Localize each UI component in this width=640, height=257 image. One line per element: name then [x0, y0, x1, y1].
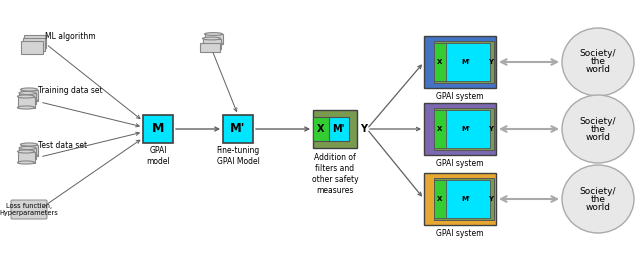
- Text: world: world: [586, 203, 611, 212]
- Ellipse shape: [20, 154, 38, 157]
- FancyBboxPatch shape: [143, 115, 173, 143]
- Text: X: X: [437, 126, 443, 132]
- Ellipse shape: [17, 106, 35, 109]
- Text: M: M: [152, 123, 164, 135]
- Text: the: the: [591, 195, 605, 204]
- Text: X: X: [437, 196, 443, 202]
- Text: world: world: [586, 133, 611, 142]
- Text: Y: Y: [488, 59, 493, 65]
- FancyBboxPatch shape: [434, 178, 494, 220]
- Bar: [19, 148, 36, 159]
- Ellipse shape: [562, 28, 634, 96]
- FancyBboxPatch shape: [11, 200, 47, 219]
- FancyBboxPatch shape: [313, 117, 329, 141]
- Ellipse shape: [202, 47, 221, 50]
- Text: M': M': [461, 196, 470, 202]
- Text: X: X: [317, 124, 324, 134]
- Text: Y: Y: [488, 196, 493, 202]
- Text: Y: Y: [360, 124, 367, 134]
- Text: M': M': [461, 126, 470, 132]
- FancyBboxPatch shape: [424, 103, 496, 155]
- Text: M': M': [332, 124, 344, 134]
- Ellipse shape: [19, 103, 36, 106]
- Ellipse shape: [562, 165, 634, 233]
- Ellipse shape: [20, 99, 38, 102]
- Text: GPAI system: GPAI system: [436, 229, 484, 238]
- FancyBboxPatch shape: [442, 180, 490, 218]
- Ellipse shape: [17, 161, 35, 164]
- FancyBboxPatch shape: [424, 36, 496, 88]
- Text: Y: Y: [488, 126, 493, 132]
- Text: GPAI system: GPAI system: [436, 92, 484, 101]
- FancyBboxPatch shape: [313, 110, 357, 148]
- Text: Hyperparameters: Hyperparameters: [0, 210, 58, 216]
- Text: M': M': [230, 123, 246, 135]
- FancyBboxPatch shape: [434, 110, 446, 148]
- Bar: [202, 39, 221, 49]
- Text: Society/: Society/: [580, 50, 616, 59]
- Ellipse shape: [17, 95, 35, 98]
- Text: world: world: [586, 66, 611, 75]
- FancyBboxPatch shape: [434, 180, 446, 218]
- FancyBboxPatch shape: [424, 173, 496, 225]
- Ellipse shape: [19, 158, 36, 161]
- Bar: [19, 93, 36, 104]
- Bar: [17, 151, 35, 162]
- Text: the: the: [591, 124, 605, 133]
- Ellipse shape: [20, 143, 38, 146]
- Text: Training data set: Training data set: [38, 86, 102, 95]
- Text: GPAI system: GPAI system: [436, 159, 484, 168]
- Ellipse shape: [562, 95, 634, 163]
- Bar: [20, 144, 38, 155]
- Bar: [205, 34, 223, 44]
- FancyBboxPatch shape: [434, 108, 494, 150]
- Ellipse shape: [205, 33, 223, 35]
- FancyBboxPatch shape: [442, 43, 490, 81]
- Ellipse shape: [20, 88, 38, 91]
- Text: X: X: [437, 59, 443, 65]
- FancyBboxPatch shape: [21, 41, 43, 53]
- FancyBboxPatch shape: [22, 38, 45, 50]
- FancyBboxPatch shape: [434, 43, 446, 81]
- Ellipse shape: [205, 43, 223, 45]
- Text: Society/: Society/: [580, 116, 616, 125]
- Text: ML algorithm: ML algorithm: [45, 32, 95, 41]
- Text: Addition of
filters and
other safety
measures: Addition of filters and other safety mea…: [312, 153, 358, 195]
- FancyBboxPatch shape: [434, 41, 494, 83]
- Bar: [17, 96, 35, 107]
- Bar: [20, 89, 38, 100]
- FancyBboxPatch shape: [200, 42, 220, 51]
- FancyBboxPatch shape: [442, 110, 490, 148]
- Text: Loss function,: Loss function,: [6, 203, 52, 209]
- FancyBboxPatch shape: [24, 34, 46, 48]
- Text: Society/: Society/: [580, 187, 616, 196]
- Ellipse shape: [202, 37, 221, 40]
- Text: Test data set: Test data set: [38, 141, 87, 150]
- Ellipse shape: [19, 91, 36, 95]
- FancyBboxPatch shape: [223, 115, 253, 143]
- Text: the: the: [591, 58, 605, 67]
- Text: GPAI
model: GPAI model: [146, 146, 170, 166]
- Ellipse shape: [17, 150, 35, 153]
- FancyBboxPatch shape: [327, 117, 349, 141]
- Text: M': M': [461, 59, 470, 65]
- Text: Fine-tuning
GPAI Model: Fine-tuning GPAI Model: [216, 146, 260, 166]
- Ellipse shape: [19, 146, 36, 150]
